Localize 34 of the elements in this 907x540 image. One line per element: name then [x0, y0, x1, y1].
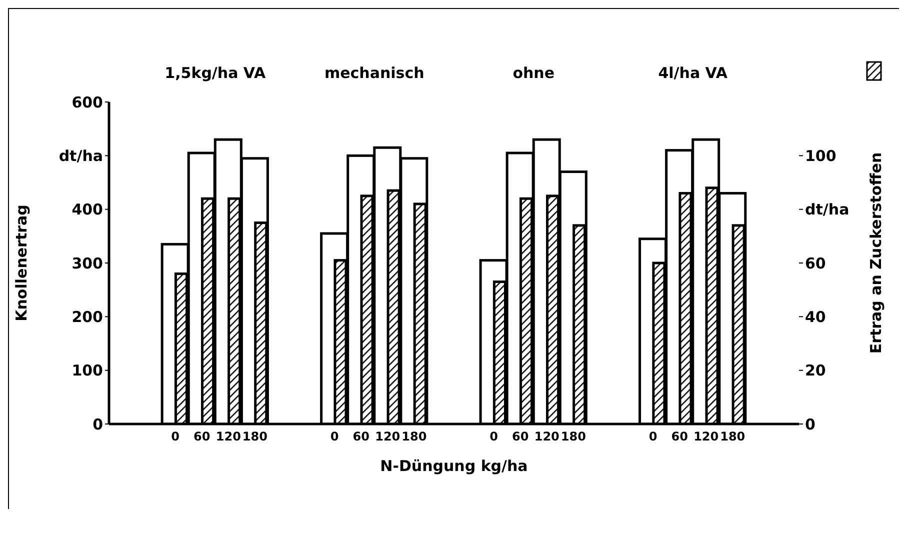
x-tick-label: 60 [194, 430, 210, 444]
text: ohne [512, 64, 556, 82]
text: 4l/ha VA [657, 64, 728, 82]
x-tick-label: 120 [216, 430, 241, 444]
y2-axis-title: Ertrag an Zuckerstoffen [867, 152, 885, 354]
x-axis-title: N-Düngung kg/ha [380, 457, 528, 475]
x-tick-label: 120 [375, 430, 400, 444]
y-tick-label: dt/ha [58, 146, 103, 165]
x-tick-label: 180 [242, 430, 268, 444]
x-tick-label: 60 [352, 430, 370, 444]
y-tick-label: 300 [72, 254, 103, 272]
x-tick-label: 60 [671, 430, 688, 444]
y-tick-label: 600 [72, 93, 103, 112]
x-tick-label: 180 [402, 430, 427, 444]
y2-tick-label: 40 [805, 308, 826, 326]
x-tick-label: 180 [560, 430, 586, 444]
x-tick-label: 60 [512, 430, 529, 444]
y-tick-label: 100 [72, 362, 103, 380]
x-tick-label: 120 [534, 430, 560, 444]
y2-tick-label: 20 [805, 362, 826, 380]
x-tick-label: 0 [648, 430, 658, 444]
x-tick-label: 0 [330, 430, 339, 444]
y-axis-title: Knollenertrag [12, 204, 30, 322]
y2-tick-label: 100 [805, 146, 836, 165]
text: 1,5kg/ha VA [164, 64, 267, 82]
x-tick-label: 120 [694, 430, 719, 444]
x-tick-label: 0 [171, 430, 180, 444]
y-tick-label: 200 [72, 308, 103, 326]
x-tick-label: 0 [490, 430, 498, 444]
y2-tick-label: 60 [805, 254, 826, 272]
x-tick-label: 180 [720, 430, 746, 444]
y-tick-label: 400 [72, 200, 103, 219]
text: mechanisch [323, 64, 426, 82]
y2-tick-label: dt/ha [805, 200, 850, 219]
